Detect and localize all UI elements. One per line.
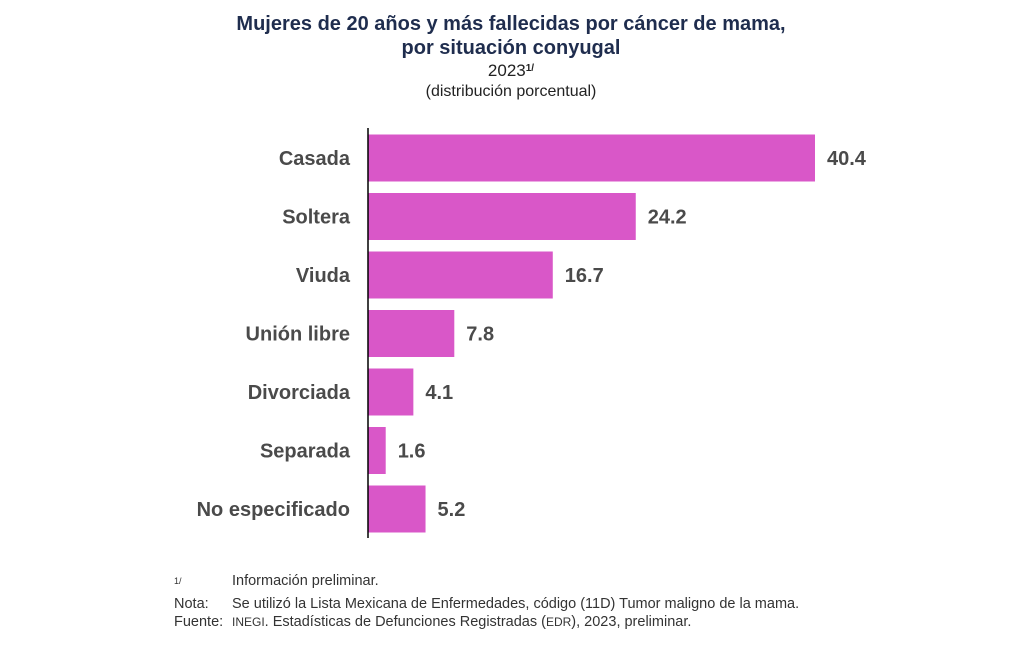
nota-text: Se utilizó la Lista Mexicana de Enfermed… — [232, 595, 800, 612]
chart-title-line2: por situación conyugal — [401, 37, 621, 59]
chart-title-block: Mujeres de 20 años y más fallecidas por … — [0, 12, 1022, 102]
bar-chart: Casada 40.4 Soltera 24.2 Viuda 16.7 Unión libr… — [197, 128, 867, 538]
fuente-label: Fuente: — [174, 613, 224, 630]
footnote-text: Información preliminar. — [232, 573, 379, 589]
value-label-2: 16.7 — [565, 265, 604, 287]
bar-2 — [368, 251, 553, 299]
bar-3 — [368, 310, 455, 357]
value-label-1: 24.2 — [648, 207, 687, 229]
bar-4 — [368, 368, 414, 416]
value-label-3: 7.8 — [466, 324, 494, 346]
chart-year: 20231/ — [0, 60, 1022, 82]
category-label-4: Divorciada — [248, 382, 351, 404]
fuente-row: Fuente: INEGI. Estadísticas de Defuncion… — [174, 613, 799, 631]
value-label-4: 4.1 — [425, 382, 453, 404]
bar-6 — [368, 485, 426, 533]
bar-1 — [368, 193, 636, 240]
fuente-text: INEGI. Estadísticas de Defunciones Regis… — [232, 613, 692, 630]
value-label-0: 40.4 — [827, 148, 867, 170]
category-label-5: Separada — [260, 441, 351, 463]
value-label-6: 5.2 — [438, 499, 466, 521]
year-footnote-mark: 1/ — [525, 63, 535, 74]
category-label-0: Casada — [279, 148, 351, 170]
category-label-3: Unión libre — [246, 324, 350, 346]
bar-0 — [368, 134, 815, 182]
bar-5 — [368, 427, 386, 474]
footnote-mark: 1/ — [174, 576, 182, 586]
footnote-row: 1/ Información preliminar. — [174, 572, 799, 595]
value-label-5: 1.6 — [398, 441, 426, 463]
category-label-6: No especificado — [197, 499, 350, 521]
chart-unit: (distribución porcentual) — [425, 83, 597, 100]
nota-label: Nota: — [174, 595, 209, 612]
chart-notes: 1/ Información preliminar. Nota: Se util… — [174, 572, 799, 631]
chart-title-line1: Mujeres de 20 años y más fallecidas por … — [236, 13, 786, 35]
category-label-2: Viuda — [296, 265, 351, 287]
nota-row: Nota: Se utilizó la Lista Mexicana de En… — [174, 595, 799, 613]
category-label-1: Soltera — [282, 207, 351, 229]
year-text: 2023 — [487, 61, 526, 80]
